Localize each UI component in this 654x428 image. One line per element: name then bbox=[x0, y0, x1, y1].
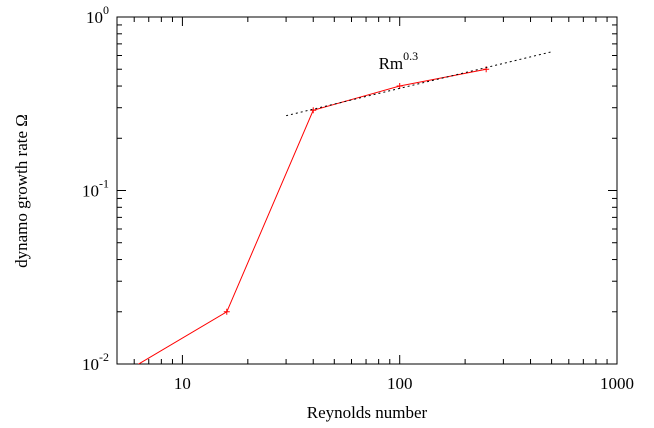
y-axis-label: dynamo growth rate Ω bbox=[12, 114, 31, 268]
annotation-base: Rm bbox=[379, 54, 404, 73]
x-tick-label: 1000 bbox=[600, 374, 634, 393]
y-tick-base: 10 bbox=[82, 355, 99, 374]
axis-ticks bbox=[116, 16, 618, 365]
x-tick-label: 10 bbox=[174, 374, 191, 393]
power-law-fit-line bbox=[285, 51, 552, 117]
y-tick-exponent: -1 bbox=[99, 177, 109, 191]
y-tick-exponent: 0 bbox=[103, 3, 109, 17]
data-point-marker bbox=[223, 308, 230, 315]
plot-frame bbox=[116, 16, 618, 365]
x-tick-label: 100 bbox=[387, 374, 413, 393]
y-tick-exponent: -2 bbox=[99, 350, 109, 364]
rm-power-annotation: Rm0.3 bbox=[379, 49, 419, 73]
series-layer bbox=[137, 51, 552, 364]
annotation-exponent: 0.3 bbox=[403, 49, 418, 63]
x-axis-label: Reynolds number bbox=[307, 403, 428, 422]
y-tick-label: 10-1 bbox=[82, 177, 109, 201]
y-tick-label: 100 bbox=[86, 3, 109, 27]
data-point-marker bbox=[310, 107, 317, 114]
y-tick-base: 10 bbox=[86, 8, 103, 27]
growth-rate-line bbox=[137, 68, 487, 364]
y-tick-label: 10-2 bbox=[82, 350, 109, 374]
y-tick-base: 10 bbox=[82, 182, 99, 201]
